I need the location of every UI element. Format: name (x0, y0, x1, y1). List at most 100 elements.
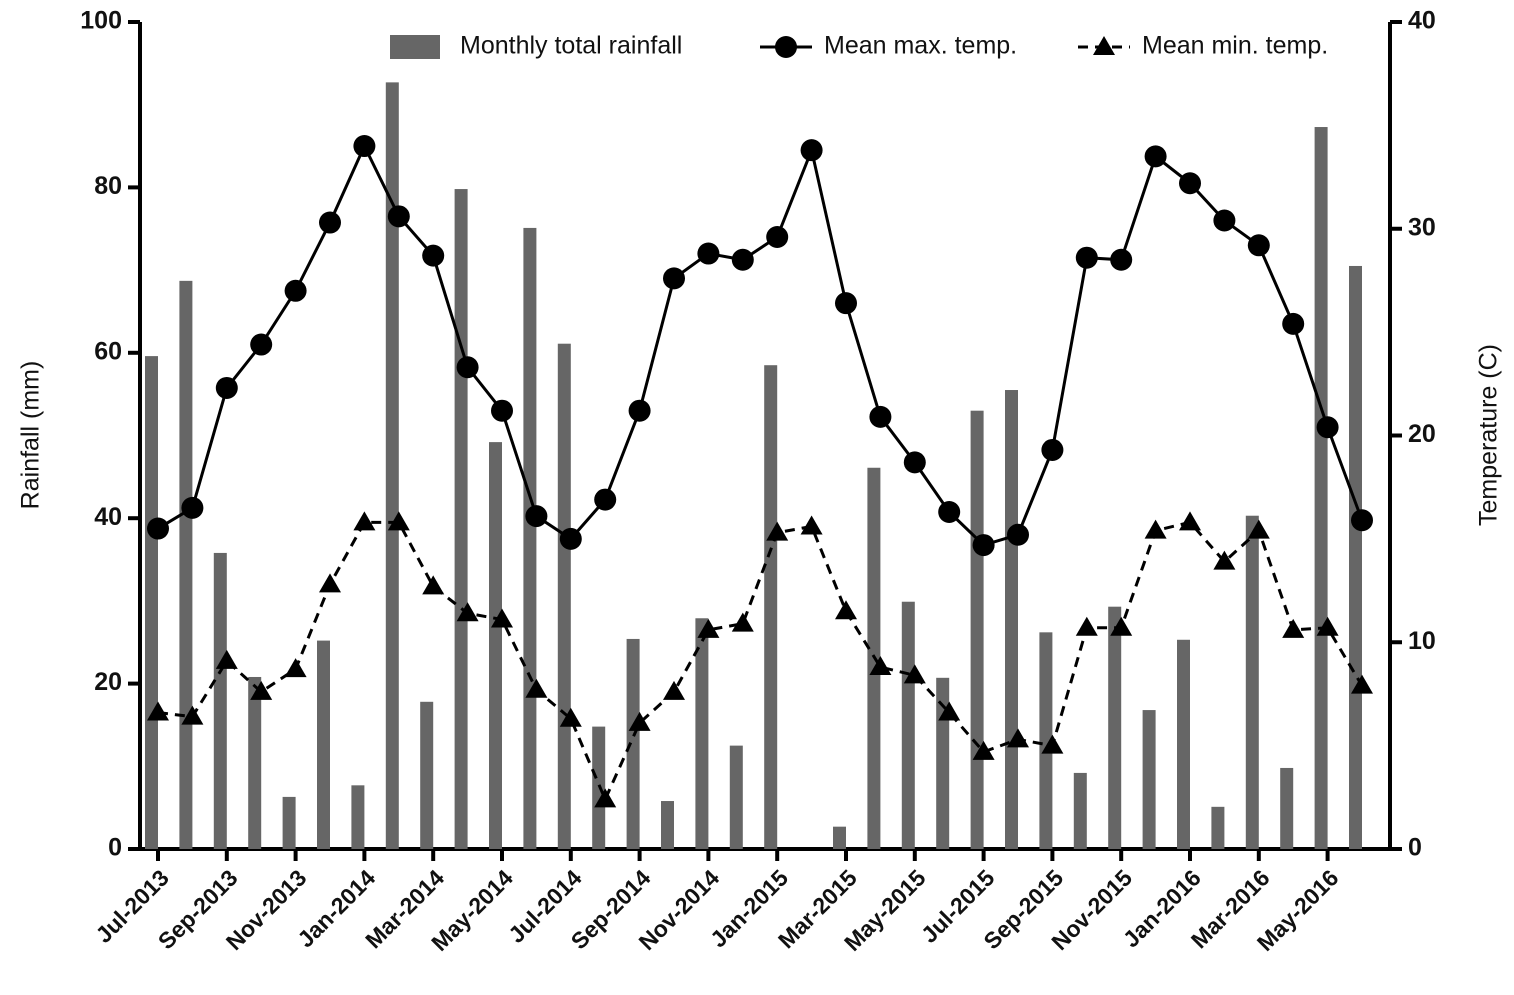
marker (1041, 734, 1064, 754)
marker (835, 292, 857, 315)
marker (525, 678, 548, 698)
marker (628, 711, 651, 731)
y-tick-label: 80 (94, 172, 122, 200)
marker (697, 618, 720, 638)
marker (731, 248, 754, 271)
y2-tick-label: 10 (1408, 627, 1436, 655)
bar (970, 410, 984, 849)
marker (1144, 145, 1167, 168)
marker (1282, 618, 1305, 638)
marker (972, 740, 995, 760)
bar (179, 280, 193, 849)
marker (387, 205, 410, 228)
bar (454, 189, 468, 849)
y2-tick-label: 0 (1408, 834, 1422, 862)
marker (1213, 550, 1236, 570)
y2-tick-label: 40 (1408, 7, 1436, 35)
marker (456, 356, 479, 379)
marker (250, 680, 273, 700)
legend-label: Mean max. temp. (824, 32, 1017, 60)
legend-swatch (390, 35, 440, 59)
marker (766, 226, 789, 249)
y2-tick-label: 30 (1408, 213, 1436, 241)
y-tick-label: 40 (94, 503, 122, 531)
marker (147, 517, 169, 540)
marker (697, 242, 720, 265)
marker (903, 451, 926, 474)
bar (901, 601, 915, 849)
marker (491, 608, 513, 628)
bar (213, 552, 227, 849)
marker (525, 505, 548, 528)
marker (1351, 509, 1373, 532)
marker (594, 488, 617, 511)
bar (1039, 632, 1053, 849)
bar (489, 442, 502, 849)
bar (695, 618, 709, 849)
marker (387, 511, 410, 531)
bar (1349, 265, 1362, 850)
marker (1282, 312, 1305, 335)
marker (422, 244, 445, 267)
bar (764, 365, 778, 849)
marker (731, 612, 754, 632)
marker (1247, 234, 1270, 257)
marker (250, 333, 273, 356)
marker (972, 534, 995, 557)
bar (523, 227, 537, 850)
legend-marker (1093, 36, 1115, 55)
marker (491, 399, 513, 422)
bar (661, 801, 674, 849)
marker (869, 656, 892, 676)
marker (215, 649, 238, 669)
bar (317, 640, 330, 849)
marker (1007, 728, 1029, 748)
marker (319, 573, 341, 593)
marker (284, 279, 307, 302)
marker (903, 664, 926, 684)
bar (1142, 710, 1156, 849)
marker (147, 701, 169, 721)
marker (1110, 248, 1133, 271)
y-tick-label: 60 (94, 337, 122, 365)
bar (351, 785, 365, 849)
marker (628, 399, 651, 422)
marker (938, 500, 961, 523)
bar (1108, 606, 1122, 849)
bar (626, 638, 640, 849)
marker (1007, 523, 1029, 546)
marker (594, 788, 617, 808)
marker (938, 701, 961, 721)
marker (1179, 511, 1201, 531)
bar (145, 356, 158, 849)
y-tick-label: 20 (94, 668, 122, 696)
bar (385, 82, 399, 850)
bar (729, 745, 743, 849)
y-tick-label: 100 (80, 7, 122, 35)
marker (353, 135, 376, 158)
bar (557, 343, 571, 849)
bar (936, 677, 950, 849)
marker (835, 600, 857, 620)
marker (1247, 519, 1270, 539)
marker (559, 707, 582, 727)
marker (1179, 172, 1201, 195)
bar (1073, 772, 1087, 849)
marker (1316, 416, 1339, 439)
marker (284, 658, 307, 678)
marker (869, 405, 892, 428)
bar (248, 676, 262, 849)
marker (1041, 438, 1064, 461)
bar (282, 796, 296, 849)
line (157, 142, 1364, 547)
bar (1314, 127, 1328, 850)
legend-label: Mean min. temp. (1142, 32, 1328, 60)
marker (800, 515, 823, 535)
marker (1316, 616, 1339, 636)
marker (422, 575, 445, 595)
marker (181, 496, 204, 519)
marker (1144, 519, 1167, 539)
y-axis-title: Rainfall (mm) (17, 361, 45, 510)
